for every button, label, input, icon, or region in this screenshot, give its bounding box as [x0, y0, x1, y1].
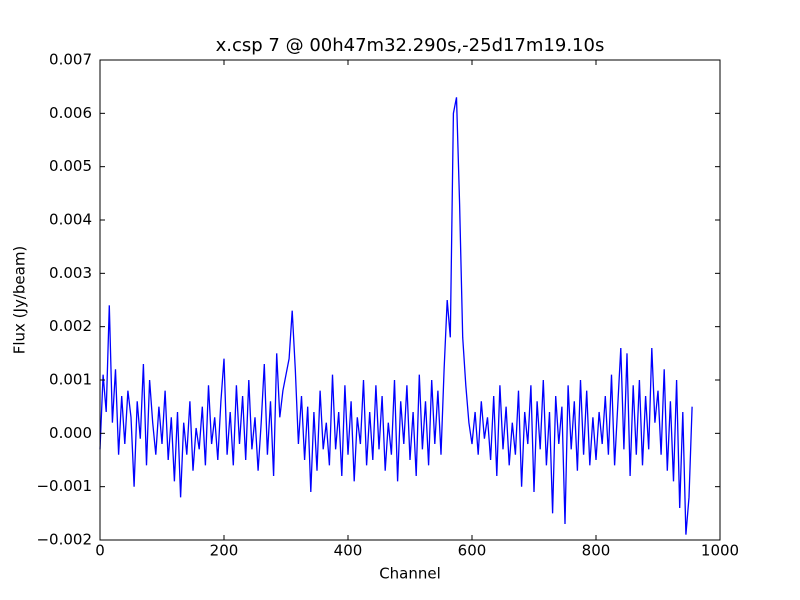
y-tick-label: −0.002: [36, 531, 92, 549]
x-tick-label: 400: [334, 542, 363, 560]
y-tick-label: 0.000: [49, 424, 92, 442]
y-tick-label: 0.006: [49, 104, 92, 122]
y-tick-label: 0.002: [49, 317, 92, 335]
x-tick-label: 200: [210, 542, 239, 560]
x-axis-label: Channel: [379, 565, 441, 583]
x-tick-label: 800: [582, 542, 611, 560]
y-axis-label: Flux (Jy/beam): [11, 246, 29, 355]
x-tick-label: 600: [458, 542, 487, 560]
data-line: [99, 97, 693, 535]
x-tick-label: 0: [95, 542, 105, 560]
y-tick-label: −0.001: [36, 477, 92, 495]
y-tick-label: 0.003: [49, 264, 92, 282]
y-tick-label: 0.004: [49, 211, 92, 229]
y-tick-label: 0.001: [49, 371, 92, 389]
y-tick-label: 0.005: [49, 157, 92, 175]
y-tick-label: 0.007: [49, 51, 92, 69]
chart-title: x.csp 7 @ 00h47m32.290s,-25d17m19.10s: [216, 35, 605, 56]
plot-frame: [99, 59, 721, 541]
x-tick-label: 1000: [701, 542, 739, 560]
